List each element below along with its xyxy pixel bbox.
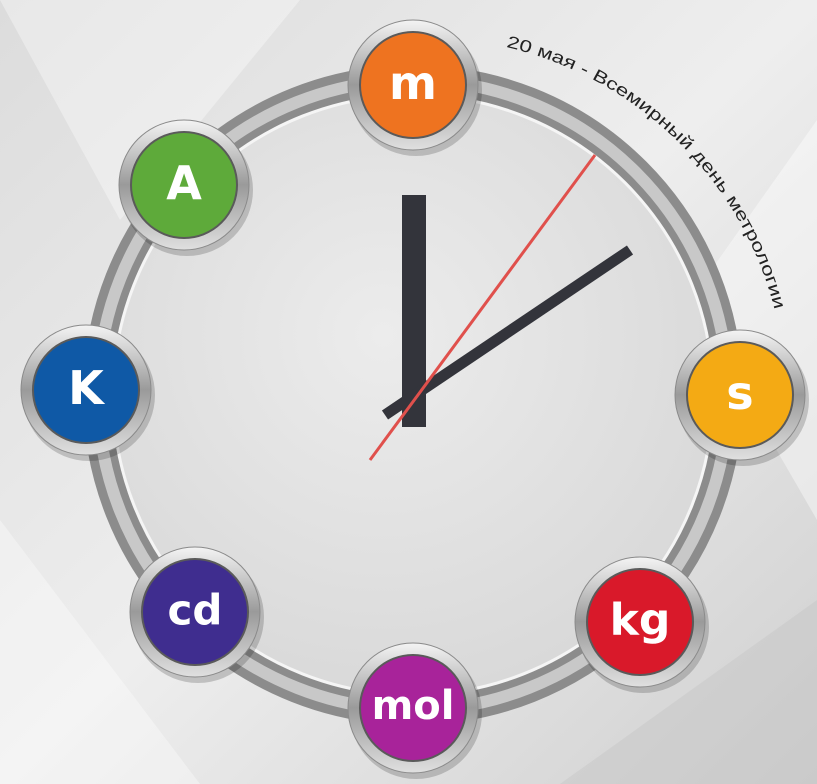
- unit-label: K: [68, 361, 106, 415]
- unit-label: A: [166, 156, 202, 210]
- unit-label: cd: [168, 586, 223, 635]
- unit-label: kg: [610, 595, 671, 646]
- unit-label: m: [389, 56, 437, 110]
- unit-label: mol: [372, 683, 455, 729]
- poster: 20 мая - Всемирный день метрологии mskgm…: [0, 0, 817, 784]
- unit-label: s: [726, 366, 753, 420]
